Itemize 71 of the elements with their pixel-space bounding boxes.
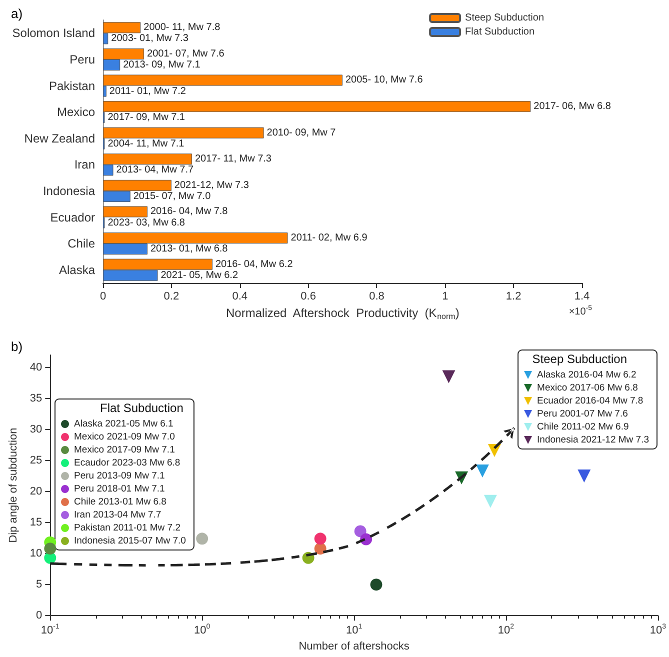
x-tick-label: 0.2 — [164, 290, 180, 302]
y-tick-label: Ecuador — [50, 210, 95, 224]
legend-label: Ecaudor 2023-03 Mw 6.8 — [74, 458, 180, 468]
legend-label: Iran 2013-04 Mw 7.7 — [74, 510, 162, 520]
data-label: 2010- 09, Mw 7 — [266, 127, 336, 138]
legend-label: Indonesia 2021-12 Mw 7.3 — [537, 434, 650, 446]
y-tick-label: Alaska — [58, 262, 96, 277]
x-tick-label: 1 — [442, 290, 448, 302]
y-tick-label: Pakistan — [48, 78, 95, 93]
data-label: 2001- 07, Mw 7.6 — [147, 48, 225, 60]
legend-label: Alaska 2021-05 Mw 6.1 — [74, 418, 174, 430]
x-tick-label: 0.8 — [369, 290, 384, 302]
data-label: 2003- 01, Mw 7.3 — [111, 33, 189, 44]
x-tick-label: 1.2 — [506, 290, 522, 302]
legend-label: Pakistan 2011-01 Mw 7.2 — [74, 522, 180, 534]
data-label: 2016- 04, Mw 6.2 — [215, 258, 294, 270]
legend-label: Peru 2018-01 Mw 7.1 — [74, 484, 165, 494]
legend-label: Peru 2013-09 Mw 7.1 — [74, 470, 165, 482]
data-label: 2013- 01, Mw 6.8 — [150, 244, 228, 255]
data-label: 2011- 01, Mw 7.2 — [109, 86, 186, 97]
y-axis-title: Dip angle of subduction — [8, 428, 20, 543]
x-tick-label: 0.6 — [300, 290, 316, 302]
legend-label: Peru 2001-07 Mw 7.6 — [537, 408, 628, 420]
data-label: 2011- 02, Mw 6.9 — [290, 232, 368, 244]
legend-label: Flat Subduction — [465, 26, 535, 38]
x-tick-label: 0 — [100, 290, 106, 302]
y-tick-label: Mexico — [56, 105, 96, 120]
legend-label: Ecuador 2016-04 Mw 7.8 — [537, 396, 644, 406]
data-label: 2017- 06, Mw 6.8 — [534, 101, 612, 112]
legend-label: Chile 2013-01 Mw 6.8 — [74, 496, 166, 508]
x-tick-label: 1.4 — [574, 290, 590, 302]
data-label: 2023- 03, Mw 6.8 — [108, 217, 186, 228]
legend-label: Mexico 2017-06 Mw 6.8 — [537, 382, 638, 394]
legend-label: Steep Subduction — [465, 12, 544, 24]
x-tick-label: 0.4 — [232, 290, 248, 302]
y-tick-label: 25 — [30, 454, 42, 466]
y-tick-label: Indonesia — [42, 184, 96, 198]
chart-title: a) — [11, 6, 23, 21]
y-tick-label: 0 — [36, 610, 42, 622]
data-label: 2017- 09, Mw 7.1 — [108, 112, 186, 124]
legend-label: Mexico 2021-09 Mw 7.0 — [74, 432, 175, 442]
legend-label: Chile 2011-02 Mw 6.9 — [537, 422, 629, 432]
y-tick-label: 40 — [30, 361, 42, 374]
y-tick-label: Solomon Island — [12, 26, 95, 40]
y-tick-label: Chile — [68, 236, 96, 251]
y-tick-label: Iran — [74, 158, 95, 172]
data-label: 2021-12, Mw 7.3 — [174, 180, 250, 191]
y-tick-label: 5 — [36, 578, 42, 591]
legend-label: Alaska 2016-04 Mw 6.2 — [537, 370, 636, 380]
annotation: Flat Subduction — [100, 401, 184, 415]
y-tick-label: Peru — [70, 52, 95, 66]
data-label: 2017- 11, Mw 7.3 — [194, 154, 272, 165]
data-label: 2015- 07, Mw 7.0 — [133, 190, 212, 202]
y-tick-label: 20 — [30, 486, 42, 498]
data-label: 2021- 05, Mw 6.2 — [160, 270, 238, 281]
data-label: 2013- 09, Mw 7.1 — [123, 59, 201, 70]
y-tick-label: 15 — [30, 516, 42, 529]
x-axis-title: Number of aftershocks — [298, 640, 410, 652]
legend-label: Indonesia 2015-07 Mw 7.0 — [74, 536, 186, 546]
data-label: 2016- 04, Mw 7.8 — [150, 206, 228, 218]
annotation: Steep Subduction — [532, 352, 628, 366]
y-tick-label: 10 — [30, 548, 42, 560]
chart-title: b) — [11, 339, 23, 354]
data-label: 2013- 04, Mw 7.7 — [116, 164, 194, 176]
y-tick-label: 35 — [30, 392, 42, 404]
y-tick-label: 30 — [30, 423, 42, 436]
y-tick-label: New Zealand — [24, 131, 95, 146]
data-label: 2004- 11, Mw 7.1 — [108, 138, 185, 150]
data-label: 2005- 10, Mw 7.6 — [346, 74, 424, 86]
data-label: 2000- 11, Mw 7.8 — [144, 22, 221, 34]
legend-label: Mexico 2017-09 Mw 7.1 — [74, 444, 175, 456]
